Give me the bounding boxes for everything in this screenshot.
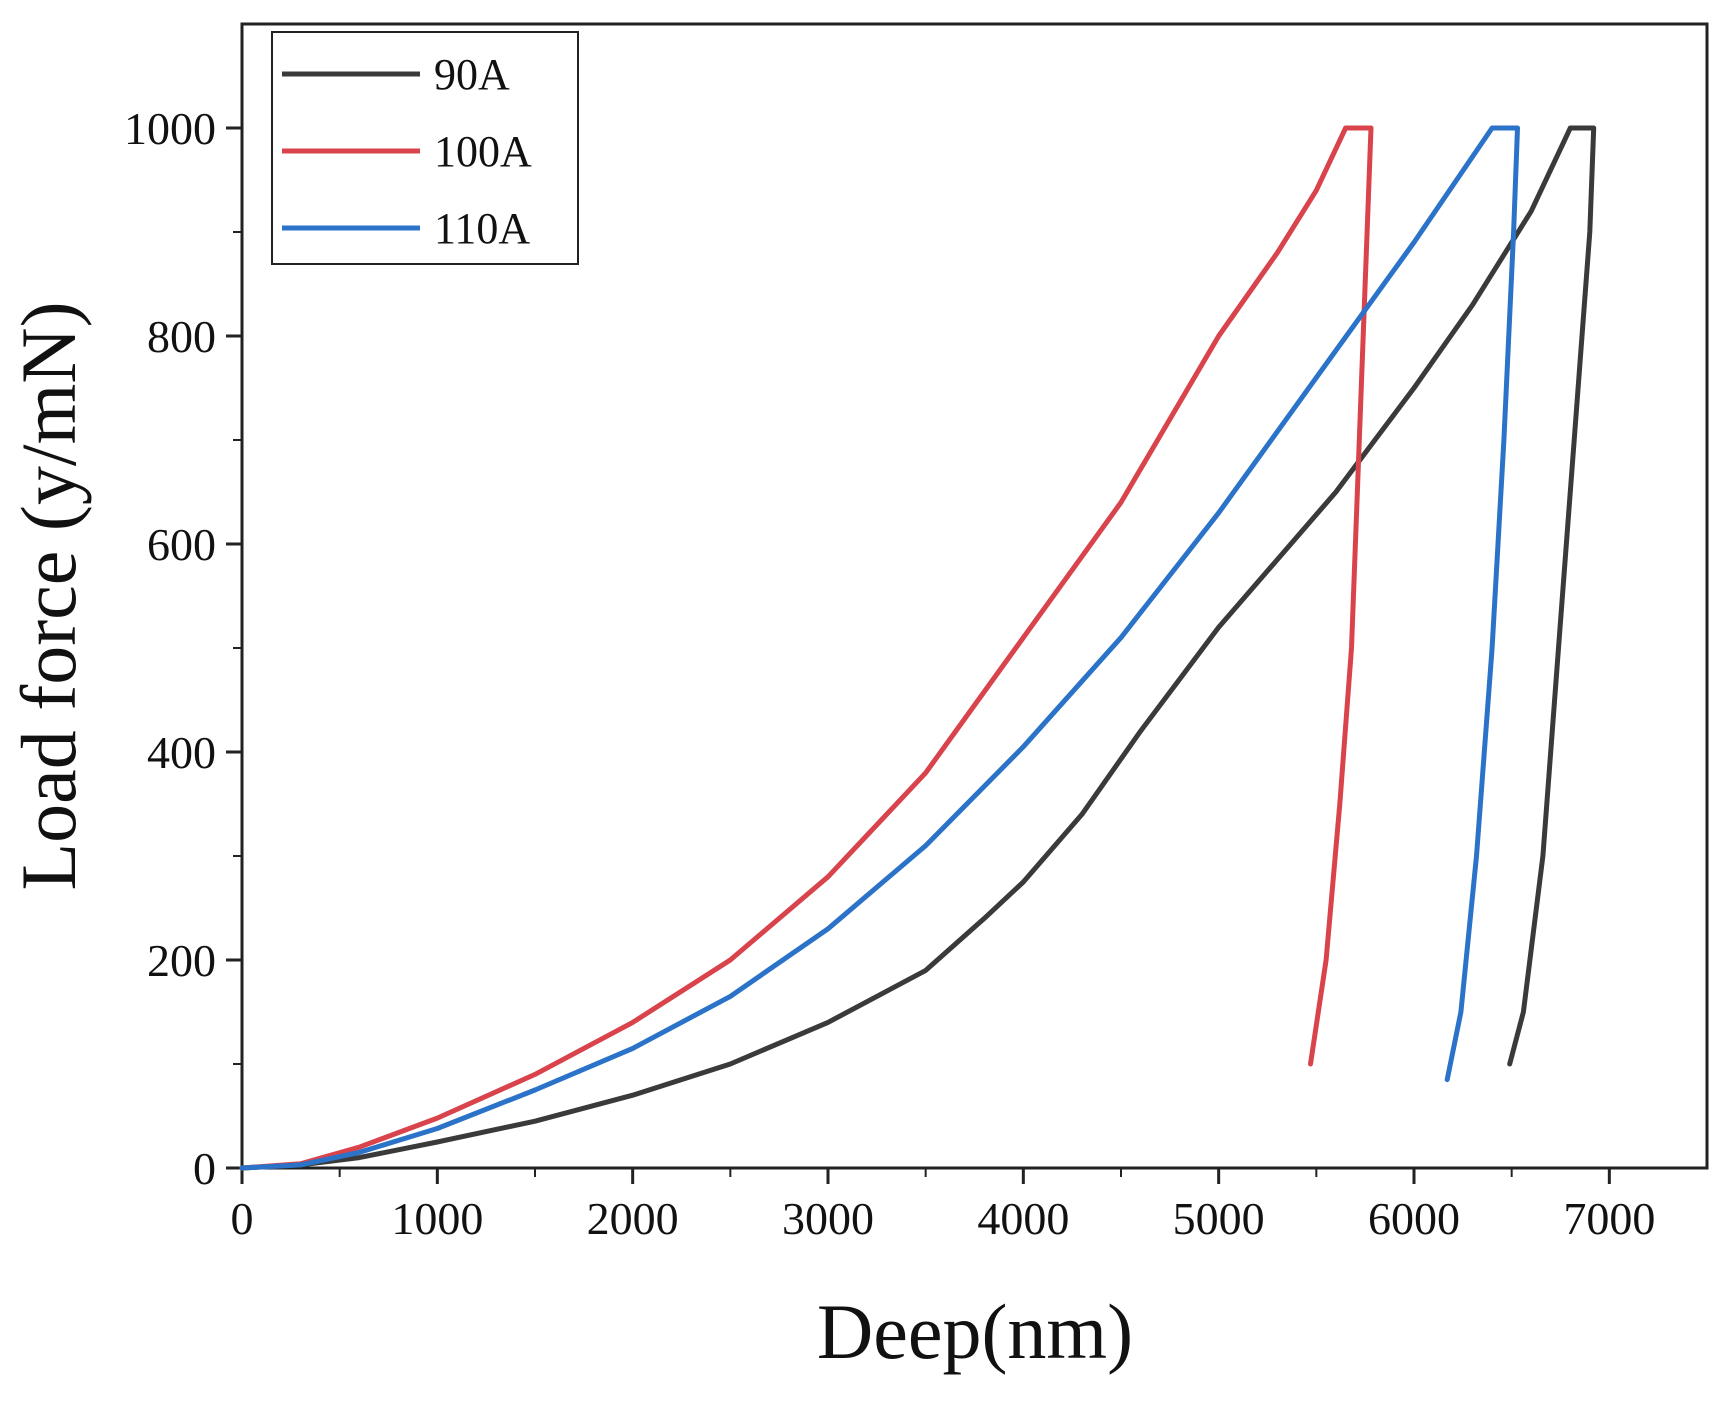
- y-tick-label: 400: [147, 727, 216, 778]
- legend-box: [271, 31, 579, 265]
- x-tick-label: 2000: [587, 1193, 679, 1244]
- series-line-100a: [239, 125, 1374, 1171]
- plot-frame: [240, 22, 1709, 1170]
- legend-label-100a: 100A: [434, 127, 532, 176]
- y-tick-label: 200: [147, 935, 216, 986]
- y-tick-label: 1000: [124, 103, 216, 154]
- y-axis-title: Load force (y/mN): [5, 301, 92, 890]
- x-tick-label: 1000: [391, 1193, 483, 1244]
- y-axis-ticks: 0 200 400 600 800 1000: [124, 103, 242, 1194]
- x-axis-title: Deep(nm): [817, 1288, 1133, 1375]
- y-tick-label: 0: [193, 1143, 216, 1194]
- y-tick-label: 600: [147, 519, 216, 570]
- x-axis-ticks: 0 1000 2000 3000 4000 5000 6000 7000: [231, 1168, 1655, 1244]
- x-tick-label: 0: [231, 1193, 254, 1244]
- legend-label-90a: 90A: [434, 50, 510, 99]
- legend-label-110a: 110A: [434, 204, 530, 253]
- x-tick-label: 5000: [1173, 1193, 1265, 1244]
- legend: 90A 100A 110A: [271, 31, 579, 265]
- x-tick-label: 4000: [977, 1193, 1069, 1244]
- x-tick-label: 3000: [782, 1193, 874, 1244]
- series-layer: [239, 125, 1597, 1171]
- y-tick-label: 800: [147, 311, 216, 362]
- x-tick-label: 7000: [1563, 1193, 1655, 1244]
- series-line-110a: [239, 125, 1520, 1171]
- series-line-90a: [239, 125, 1597, 1171]
- x-tick-label: 6000: [1368, 1193, 1460, 1244]
